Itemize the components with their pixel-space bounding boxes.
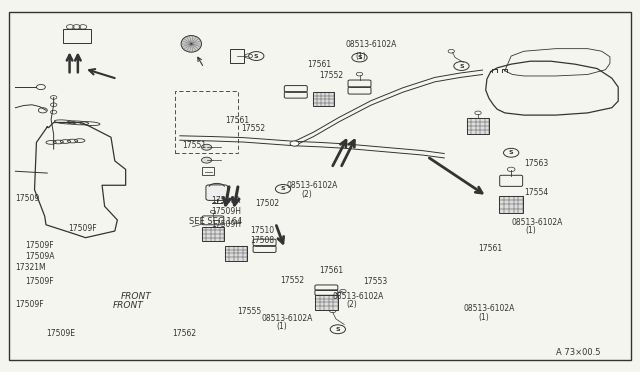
Text: 17321M: 17321M bbox=[15, 263, 46, 272]
Text: 17502: 17502 bbox=[255, 199, 279, 208]
Text: (1): (1) bbox=[355, 52, 366, 61]
Bar bbox=[467, 118, 489, 134]
Bar bbox=[63, 29, 91, 44]
Text: (2): (2) bbox=[301, 190, 312, 199]
Text: 17551: 17551 bbox=[182, 141, 206, 150]
Text: 17563: 17563 bbox=[524, 159, 548, 169]
Text: 17555: 17555 bbox=[237, 307, 261, 316]
Text: 17561: 17561 bbox=[319, 266, 343, 275]
Circle shape bbox=[202, 157, 212, 163]
Text: (1): (1) bbox=[276, 322, 287, 331]
Text: 17552: 17552 bbox=[319, 71, 343, 80]
Text: 17553: 17553 bbox=[364, 278, 388, 286]
Text: 17552: 17552 bbox=[242, 124, 266, 133]
Circle shape bbox=[202, 144, 212, 150]
Circle shape bbox=[290, 141, 299, 146]
Text: (2): (2) bbox=[347, 300, 358, 310]
Text: 08513-6102A: 08513-6102A bbox=[261, 314, 313, 323]
Text: (1): (1) bbox=[525, 226, 536, 235]
Bar bbox=[225, 246, 247, 260]
Text: (1): (1) bbox=[478, 312, 489, 321]
Text: 17510: 17510 bbox=[250, 226, 274, 235]
Text: S: S bbox=[509, 150, 513, 155]
Text: FRONT: FRONT bbox=[121, 292, 152, 301]
Bar bbox=[499, 196, 524, 213]
Text: 08513-6102A: 08513-6102A bbox=[463, 304, 515, 313]
Text: S: S bbox=[281, 186, 285, 192]
Text: 08513-6102A: 08513-6102A bbox=[333, 292, 384, 301]
Text: 17509H: 17509H bbox=[212, 207, 242, 217]
Text: 17552: 17552 bbox=[280, 276, 305, 285]
Text: 17509: 17509 bbox=[15, 195, 40, 203]
Text: 17509H: 17509H bbox=[212, 220, 242, 229]
Text: 17509E: 17509E bbox=[46, 329, 75, 338]
Text: 17509F: 17509F bbox=[68, 224, 97, 233]
Text: S: S bbox=[459, 64, 464, 68]
Text: A 73×00.5: A 73×00.5 bbox=[556, 349, 600, 357]
Text: S: S bbox=[335, 327, 340, 332]
Text: 17508: 17508 bbox=[250, 236, 274, 245]
FancyBboxPatch shape bbox=[206, 185, 228, 201]
Bar bbox=[313, 92, 333, 106]
Bar bbox=[175, 91, 238, 153]
Ellipse shape bbox=[181, 36, 202, 52]
Text: 17554: 17554 bbox=[524, 188, 548, 197]
Text: 17509F: 17509F bbox=[15, 300, 44, 309]
Text: S: S bbox=[357, 55, 362, 60]
Text: 17509F: 17509F bbox=[26, 241, 54, 250]
Text: 17561: 17561 bbox=[226, 116, 250, 125]
Text: SEE SEC.164: SEE SEC.164 bbox=[189, 217, 243, 225]
Text: 08513-6102A: 08513-6102A bbox=[511, 218, 563, 227]
Text: 17509A: 17509A bbox=[26, 251, 55, 261]
Text: 08513-6102A: 08513-6102A bbox=[287, 182, 338, 190]
Text: FRONT: FRONT bbox=[113, 301, 143, 311]
Bar bbox=[230, 49, 244, 63]
Text: 17561: 17561 bbox=[307, 60, 332, 70]
Text: 17561: 17561 bbox=[478, 244, 502, 253]
Text: 17510A: 17510A bbox=[212, 196, 241, 205]
Bar bbox=[202, 167, 214, 175]
Text: 08513-6102A: 08513-6102A bbox=[346, 41, 397, 49]
Text: 17509F: 17509F bbox=[26, 278, 54, 286]
Text: S: S bbox=[254, 54, 259, 58]
Bar bbox=[316, 295, 337, 310]
Text: 17562: 17562 bbox=[172, 329, 196, 338]
Bar bbox=[202, 227, 224, 241]
